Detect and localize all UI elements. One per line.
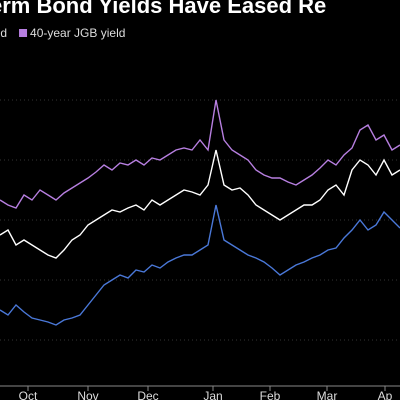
legend-swatch [19,29,28,37]
grid [0,99,400,341]
chart-title: erm Bond Yields Have Eased Re [0,0,326,18]
x-tick-label: Mar [317,389,338,400]
x-tick-label: Dec [137,389,158,400]
series-line [0,149,400,259]
x-tick-label: Nov [77,389,98,400]
series-line [0,99,400,209]
x-tick-label: Jan [203,389,222,400]
x-tick-label: Ap [378,389,393,400]
x-tick-label: Feb [260,389,281,400]
x-tick-label: Oct [19,389,38,400]
legend-label: 40-year JGB yield [30,26,125,40]
legend-label: B yield [0,26,7,40]
series-line [0,204,400,326]
